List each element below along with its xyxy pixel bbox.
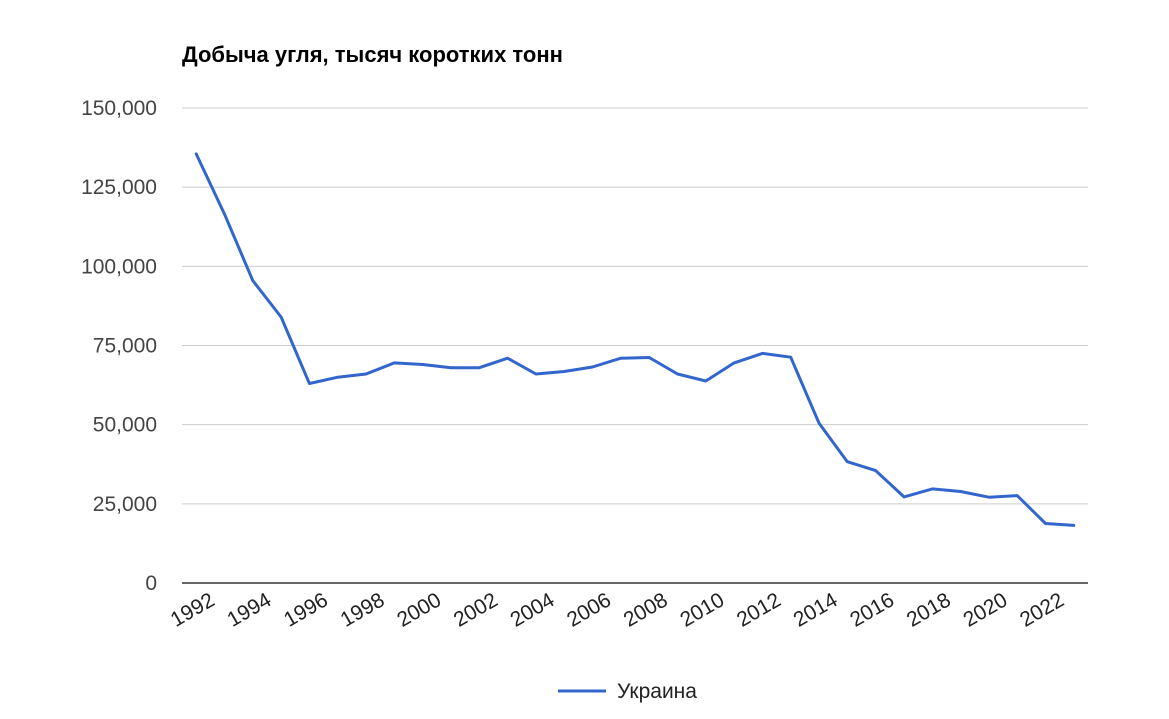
y-tick-label: 100,000 — [81, 255, 157, 278]
y-tick-label: 50,000 — [93, 414, 157, 437]
x-tick-label: 2018 — [903, 588, 955, 631]
legend: Украина — [558, 680, 697, 703]
x-tick-label: 1992 — [167, 588, 219, 631]
chart-title: Добыча угля, тысяч коротких тонн — [182, 42, 563, 67]
x-tick-label: 2000 — [393, 588, 445, 631]
x-tick-label: 2022 — [1016, 588, 1068, 631]
x-tick-label: 1998 — [337, 588, 389, 631]
y-tick-label: 25,000 — [93, 493, 157, 516]
series-line — [194, 152, 1076, 527]
x-tick-label: 2008 — [620, 588, 672, 631]
x-tick-label: 1994 — [223, 588, 275, 631]
x-tick-label: 2006 — [563, 588, 615, 631]
x-tick-label: 2010 — [676, 588, 728, 631]
series-lines — [194, 152, 1076, 527]
x-tick-label: 2020 — [959, 588, 1011, 631]
y-tick-label: 150,000 — [81, 97, 157, 120]
x-tick-label: 2014 — [790, 588, 842, 631]
x-tick-label: 2016 — [846, 588, 898, 631]
y-axis-ticks: 0 25,000 50,000 75,000 100,000 125,000 150,000 — [81, 97, 157, 595]
y-tick-label: 125,000 — [81, 176, 157, 199]
y-tick-label: 0 — [145, 572, 157, 595]
y-tick-label: 75,000 — [93, 335, 157, 358]
legend-label: Украина — [617, 680, 697, 703]
x-tick-label: 2012 — [733, 588, 785, 631]
x-tick-label: 2002 — [450, 588, 502, 631]
x-axis-ticks: 1992 1994 1996 1998 2000 2002 2004 2006 2008 2010… — [167, 588, 1068, 631]
x-tick-label: 2004 — [506, 588, 558, 631]
x-tick-label: 1996 — [280, 588, 332, 631]
gridlines — [182, 107, 1088, 584]
